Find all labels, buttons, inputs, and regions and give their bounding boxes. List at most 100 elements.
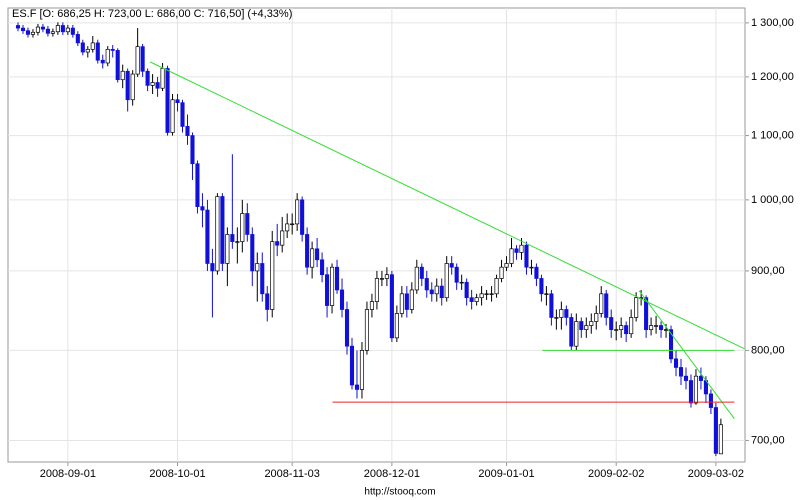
candle-body — [344, 309, 350, 347]
candle-body — [70, 27, 75, 35]
candle-body — [384, 274, 389, 279]
candle-body — [30, 31, 36, 35]
candle-body — [459, 281, 464, 284]
candle-body — [210, 263, 215, 272]
candle-body — [290, 223, 295, 226]
candle-body — [270, 241, 275, 310]
candle-body — [100, 59, 105, 64]
candle-body — [265, 293, 270, 310]
x-tick-label: 2008-11-03 — [264, 468, 319, 480]
candle-body — [389, 274, 394, 339]
candle-body — [155, 82, 160, 89]
candle-body — [230, 234, 235, 242]
candle-body — [519, 244, 524, 253]
candle-body — [110, 48, 115, 51]
candle-body — [464, 281, 469, 299]
candle-body — [574, 321, 579, 347]
candle-body — [369, 301, 374, 310]
candle-body — [509, 248, 514, 264]
candle-body — [240, 213, 245, 242]
candle-body — [175, 99, 180, 104]
candle-body — [569, 317, 574, 347]
candle-body — [35, 26, 40, 33]
candle-body — [619, 325, 624, 330]
candle-body — [494, 278, 499, 295]
candle-body — [275, 241, 280, 246]
candle-body — [295, 199, 300, 225]
candle-body — [285, 223, 290, 232]
candle-body — [554, 317, 559, 319]
candle-body — [394, 313, 399, 339]
candle-body — [25, 30, 31, 35]
x-tick-label: 2009-03-02 — [688, 468, 744, 480]
candle-body — [374, 278, 379, 302]
candle-body — [673, 358, 679, 368]
candle-body — [220, 196, 225, 264]
candle-body — [339, 289, 345, 310]
candle-body — [514, 248, 519, 253]
candle-body — [90, 42, 95, 50]
candle-body — [150, 82, 155, 86]
candle-body — [215, 196, 220, 272]
candle-body — [180, 102, 185, 127]
candle-body — [698, 375, 703, 381]
candle-body — [135, 46, 140, 75]
candle-body — [539, 278, 544, 295]
candle-body — [419, 266, 424, 279]
candle-body — [434, 285, 439, 295]
candle-body — [20, 27, 26, 32]
candle-body — [604, 293, 609, 318]
candle-body — [50, 31, 55, 34]
candle-body — [170, 99, 175, 133]
candle-body — [205, 209, 210, 264]
candle-body — [499, 266, 504, 279]
candle-body — [504, 263, 509, 268]
candle-body — [479, 293, 484, 299]
candle-body — [245, 213, 250, 235]
candle-body — [599, 293, 604, 314]
candle-body — [668, 329, 674, 360]
candle-body — [80, 42, 85, 53]
candle-body — [75, 34, 80, 44]
candle-body — [85, 48, 90, 53]
candle-body — [105, 48, 110, 64]
candle-body — [444, 263, 449, 299]
candle-body — [315, 248, 320, 261]
candle-body — [424, 278, 429, 291]
source-label: http://stooq.com — [364, 487, 435, 498]
trend-line — [638, 290, 735, 419]
candle-body — [429, 289, 434, 295]
trend-line — [149, 61, 745, 350]
candle-body — [280, 230, 285, 246]
x-tick-label: 2008-10-01 — [149, 468, 205, 480]
candle-body — [654, 325, 659, 327]
candle-body — [399, 293, 404, 314]
candle-body — [474, 297, 479, 302]
candle-body — [534, 266, 539, 279]
candle-body — [45, 28, 50, 34]
candle-body — [379, 278, 384, 280]
x-tick-label: 2009-01-01 — [478, 468, 534, 480]
x-tick-label: 2009-02-02 — [588, 468, 644, 480]
candle-body — [185, 126, 190, 136]
candle-body — [225, 234, 230, 264]
candle-body — [15, 25, 21, 29]
candle-body — [549, 293, 554, 318]
candle-body — [140, 46, 145, 72]
candle-body — [579, 321, 584, 330]
candle-body — [334, 266, 340, 291]
candle-body — [564, 309, 569, 318]
candle-body — [190, 135, 195, 165]
candle-body — [404, 293, 409, 310]
candle-body — [200, 206, 205, 211]
y-tick-label: 1 300,00 — [751, 17, 794, 29]
x-tick-label: 2008-12-01 — [364, 468, 420, 480]
candle-body — [60, 25, 65, 33]
candle-body — [693, 375, 699, 404]
candle-body — [195, 163, 200, 207]
candle-body — [354, 384, 360, 390]
candle-body — [95, 42, 100, 61]
candle-body — [165, 68, 170, 133]
y-tick-label: 1 000,00 — [751, 194, 794, 206]
candle-body — [589, 321, 594, 326]
